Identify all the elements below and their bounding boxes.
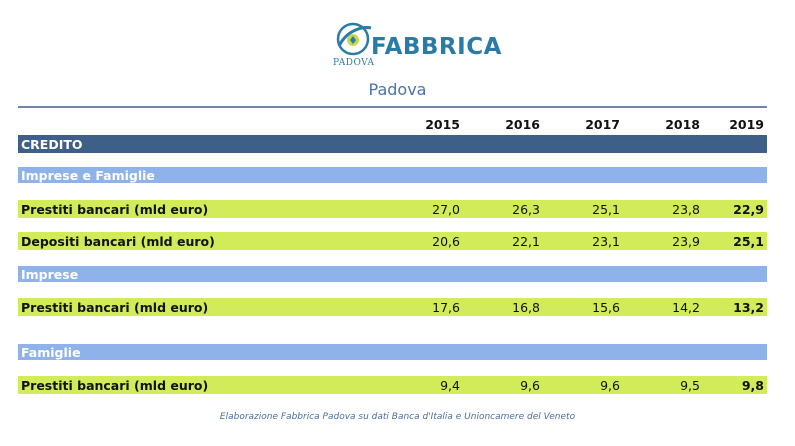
value-cell: 26,3 xyxy=(512,201,540,217)
row-label: Prestiti bancari (mld euro) xyxy=(21,201,209,217)
table-row: Prestiti bancari (mld euro) 9,4 9,6 9,6 … xyxy=(18,376,767,394)
value-cell: 16,8 xyxy=(512,299,540,315)
section-label: CREDITO xyxy=(21,136,83,152)
value-cell: 14,2 xyxy=(672,299,700,315)
section-label: Imprese e Famiglie xyxy=(21,167,155,183)
value-cell: 23,1 xyxy=(592,233,620,249)
year-header: 2016 xyxy=(505,116,540,132)
year-header-row: 2015 2016 2017 2018 2019 xyxy=(18,116,767,132)
fabbrica-padova-logo: FABBRICA PADOVA xyxy=(333,20,501,70)
row-label: Prestiti bancari (mld euro) xyxy=(21,377,209,393)
value-cell: 17,6 xyxy=(432,299,460,315)
logo-subtext: PADOVA xyxy=(333,58,375,68)
logo-wordmark: FABBRICA xyxy=(371,34,502,60)
title-divider xyxy=(18,106,767,108)
section-famiglie: Famiglie xyxy=(18,344,767,360)
table-row: Prestiti bancari (mld euro) 17,6 16,8 15… xyxy=(18,298,767,316)
value-cell: 22,9 xyxy=(733,201,764,217)
section-imprese: Imprese xyxy=(18,266,767,282)
source-footnote: Elaborazione Fabbrica Padova su dati Ban… xyxy=(219,412,576,422)
logo-emblem-icon xyxy=(336,22,372,56)
value-cell: 9,6 xyxy=(600,377,620,393)
row-label: Depositi bancari (mld euro) xyxy=(21,233,215,249)
table-row: Prestiti bancari (mld euro) 27,0 26,3 25… xyxy=(18,200,767,218)
value-cell: 25,1 xyxy=(592,201,620,217)
section-imprese-famiglie: Imprese e Famiglie xyxy=(18,167,767,183)
value-cell: 15,6 xyxy=(592,299,620,315)
section-label: Imprese xyxy=(21,266,79,282)
value-cell: 20,6 xyxy=(432,233,460,249)
value-cell: 9,6 xyxy=(520,377,540,393)
value-cell: 23,8 xyxy=(672,201,700,217)
value-cell: 23,9 xyxy=(672,233,700,249)
row-label: Prestiti bancari (mld euro) xyxy=(21,299,209,315)
page-subtitle: Padova xyxy=(368,80,427,99)
year-header: 2019 xyxy=(729,116,764,132)
year-header: 2018 xyxy=(665,116,700,132)
value-cell: 9,5 xyxy=(680,377,700,393)
value-cell: 25,1 xyxy=(733,233,764,249)
section-label: Famiglie xyxy=(21,344,81,360)
value-cell: 22,1 xyxy=(512,233,540,249)
table-row: Depositi bancari (mld euro) 20,6 22,1 23… xyxy=(18,232,767,250)
value-cell: 9,8 xyxy=(741,377,764,393)
value-cell: 27,0 xyxy=(432,201,460,217)
year-header: 2015 xyxy=(425,116,460,132)
value-cell: 13,2 xyxy=(733,299,764,315)
value-cell: 9,4 xyxy=(440,377,460,393)
year-header: 2017 xyxy=(585,116,620,132)
section-credito: CREDITO xyxy=(18,135,767,153)
